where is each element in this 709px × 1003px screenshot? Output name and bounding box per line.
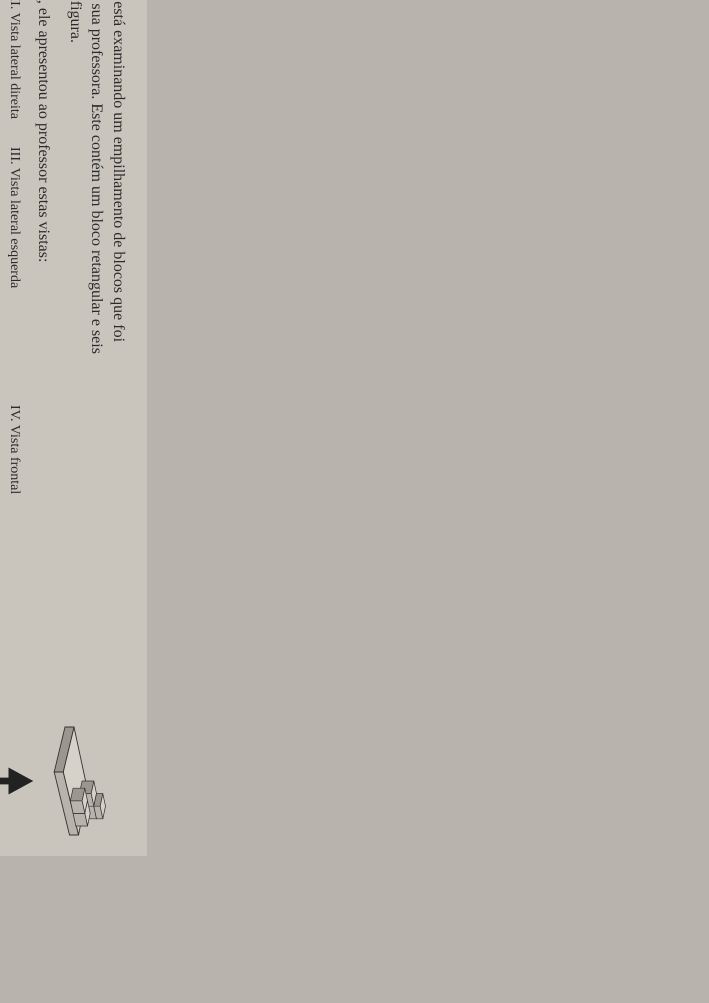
isometric-svg	[47, 716, 137, 846]
isometric-figure: OBSERVADOR	[17, 716, 137, 846]
q1-l4: Após a observação, ele apresentou ao pro…	[33, 0, 55, 830]
view-3-label: III. Vista lateral esquerda	[4, 147, 23, 377]
view-3: III. Vista lateral esquerda	[0, 147, 23, 377]
view-4-label: IV. Vista frontal	[4, 405, 23, 525]
q1-l3: cubos, conforme a figura.	[67, 0, 84, 43]
q1-l2: fornecido a ele por sua professora. Este…	[88, 0, 105, 354]
q1-l1: Pietro está examinando um empilhamento d…	[110, 0, 127, 342]
page: OBSERVADOR Questão 01 Pietro está examin…	[0, 0, 147, 856]
q1-text: Questão 01 Pietro está examinando um emp…	[64, 0, 129, 830]
view-4: IV. Vista frontal	[0, 405, 23, 525]
view-2-label: II. Vista lateral direita	[4, 0, 23, 119]
views-row: I. Vista superior II. Vista lateral dire…	[0, 0, 23, 830]
view-2: II. Vista lateral direita	[0, 0, 23, 119]
observer-arrow-icon	[0, 716, 40, 846]
